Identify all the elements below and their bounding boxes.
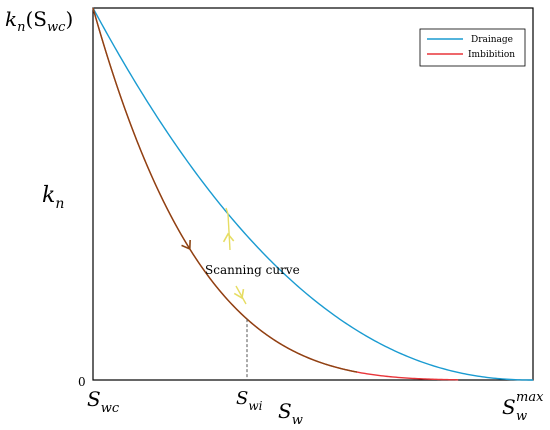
scanning-up-arrow-head: [222, 232, 235, 243]
imbibition-curve: [92, 7, 459, 381]
arrows-layer: [181, 207, 247, 305]
x-tick-swi: Swi: [236, 388, 263, 413]
y-axis-label: kn: [42, 183, 64, 212]
scanning-down-arrow-shaft: [235, 285, 247, 305]
drainage-curve: [92, 7, 533, 381]
scanning-curve-brown-overlay: [92, 7, 248, 320]
scanning-down-arrow-head: [233, 288, 245, 300]
scanning-curve-annotation: Scanning curve: [205, 263, 300, 277]
y-zero-label: 0: [78, 375, 86, 389]
scanning-up-arrow-shaft: [227, 213, 231, 251]
plot-frame: [92, 7, 534, 381]
legend-drainage-label: Drainage: [471, 35, 513, 45]
x-tick-swmax-sub: w: [516, 409, 527, 424]
x-tick-swmax-sup: max: [516, 390, 544, 405]
curves-layer: [92, 7, 533, 381]
x-tick-swmax: S: [502, 395, 516, 419]
scanning-up-arrow-tip: [225, 207, 229, 215]
x-axis-label: Sw: [278, 399, 303, 428]
scanning-curve-brown-tail: [246, 318, 358, 373]
legend-imbibition-label: Imbibition: [468, 50, 515, 60]
legend: Drainage Imbibition: [419, 28, 526, 67]
y-max-label: kn(Swc): [5, 7, 73, 35]
imbibition-direction-arrow: [181, 239, 191, 251]
legend-box: [419, 28, 526, 67]
x-tick-swc: Swc: [87, 387, 120, 416]
